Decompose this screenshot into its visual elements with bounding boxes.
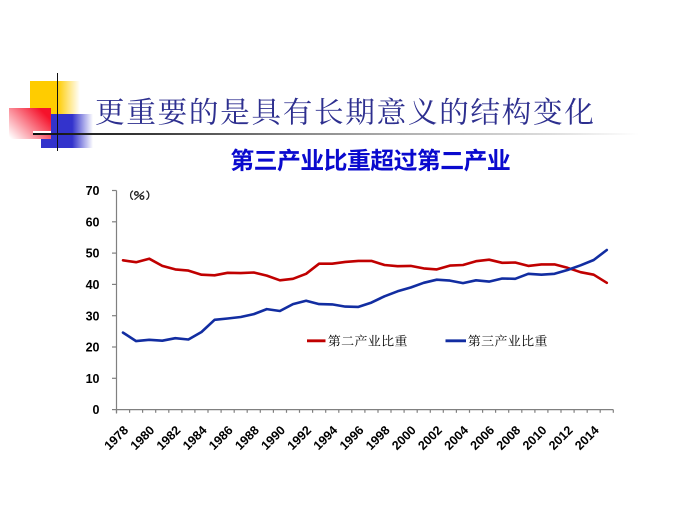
svg-text:20: 20 bbox=[86, 341, 100, 355]
svg-text:1980: 1980 bbox=[128, 423, 158, 453]
svg-text:1990: 1990 bbox=[258, 423, 288, 453]
svg-text:1998: 1998 bbox=[363, 423, 393, 453]
svg-text:1988: 1988 bbox=[232, 423, 262, 453]
svg-text:60: 60 bbox=[86, 215, 100, 229]
svg-text:50: 50 bbox=[86, 247, 100, 261]
svg-text:30: 30 bbox=[86, 309, 100, 323]
svg-text:1984: 1984 bbox=[180, 423, 210, 453]
svg-text:1982: 1982 bbox=[154, 423, 184, 453]
svg-text:1992: 1992 bbox=[285, 423, 315, 453]
svg-text:1996: 1996 bbox=[337, 423, 367, 453]
svg-text:2014: 2014 bbox=[572, 423, 602, 453]
svg-text:1978: 1978 bbox=[102, 423, 132, 453]
svg-text:2012: 2012 bbox=[546, 423, 576, 453]
svg-text:2008: 2008 bbox=[494, 423, 524, 453]
svg-text:40: 40 bbox=[86, 278, 100, 292]
svg-text:2004: 2004 bbox=[442, 423, 472, 453]
svg-text:2010: 2010 bbox=[520, 423, 550, 453]
svg-text:2006: 2006 bbox=[468, 423, 498, 453]
svg-text:2000: 2000 bbox=[389, 423, 419, 453]
svg-text:2002: 2002 bbox=[415, 423, 445, 453]
svg-text:1986: 1986 bbox=[206, 423, 236, 453]
svg-text:1994: 1994 bbox=[311, 423, 341, 453]
svg-text:10: 10 bbox=[86, 372, 100, 386]
svg-text:0: 0 bbox=[93, 403, 100, 417]
svg-text:70: 70 bbox=[86, 184, 100, 198]
